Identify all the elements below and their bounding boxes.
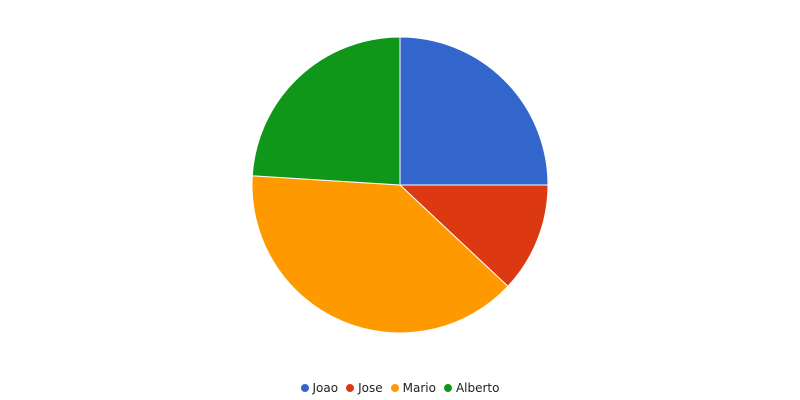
pie-slice-joao[interactable]: [399, 36, 549, 186]
legend-swatch-mario: [390, 384, 399, 392]
pie-slice-alberto[interactable]: [251, 36, 401, 186]
legend-label-jose: Jose: [358, 381, 383, 395]
legend-swatch-jose: [346, 384, 355, 392]
legend-item-joao[interactable]: Joao: [300, 381, 339, 395]
legend-label-mario: Mario: [402, 381, 436, 395]
legend-swatch-alberto: [443, 384, 452, 392]
legend-item-mario[interactable]: Mario: [390, 381, 436, 395]
legend-label-joao: Joao: [312, 381, 339, 395]
legend-label-alberto: Alberto: [455, 381, 500, 395]
legend: Joao Jose Mario Alberto: [0, 380, 800, 396]
pie-slice-mario[interactable]: [251, 175, 509, 334]
legend-item-jose[interactable]: Jose: [346, 381, 383, 395]
legend-swatch-joao: [300, 384, 309, 392]
legend-item-alberto[interactable]: Alberto: [443, 381, 500, 395]
pie-slice-jose[interactable]: [398, 184, 549, 288]
